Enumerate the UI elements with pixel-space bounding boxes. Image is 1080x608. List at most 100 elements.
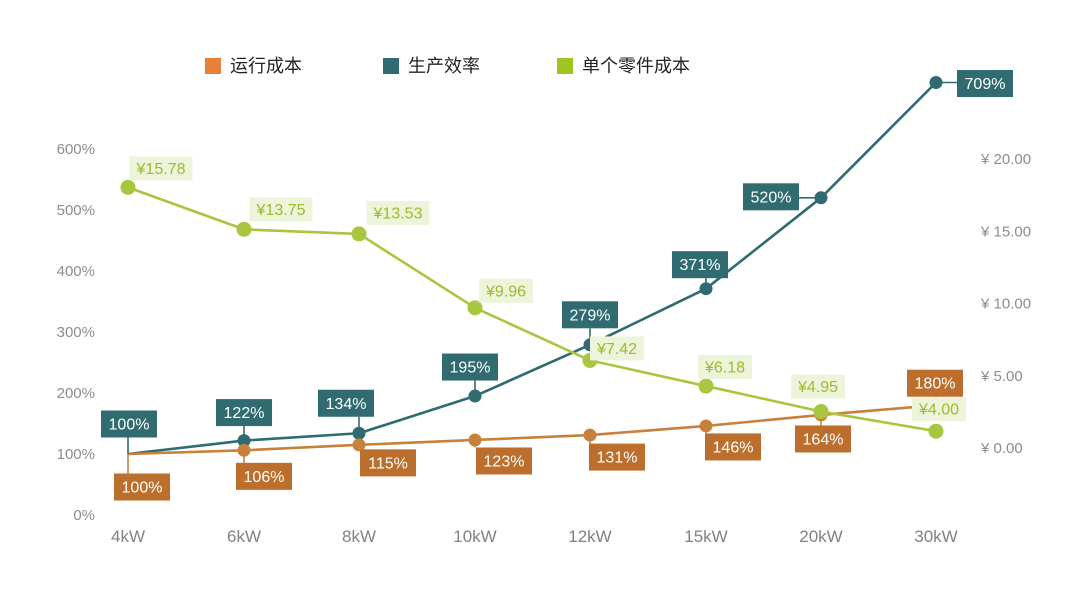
- unit-part-cost-label-text: ¥9.96: [485, 283, 526, 300]
- legend-swatch-unit-part-cost: [557, 58, 573, 74]
- operating-cost-label-8kW: 115%: [360, 449, 416, 477]
- unit-part-cost-point-30kW: [928, 423, 944, 439]
- left-axis-tick: 500%: [57, 202, 95, 219]
- operating-cost-label-text: 146%: [713, 439, 754, 456]
- operating-cost-label-box: [236, 462, 292, 490]
- legend-item-operating-cost[interactable]: 运行成本: [205, 56, 302, 76]
- production-efficiency-point-8kW: [352, 426, 366, 440]
- left-axis-tick: 200%: [57, 385, 95, 402]
- operating-cost-label-20kW: 164%: [795, 425, 851, 453]
- left-axis-tick: 0%: [73, 507, 95, 524]
- legend-item-unit-part-cost[interactable]: 单个零件成本: [557, 56, 690, 76]
- unit-part-cost-point-15kW: [698, 378, 714, 394]
- unit-part-cost-label-text: ¥4.00: [918, 402, 959, 419]
- left-axis-tick: 300%: [57, 324, 95, 341]
- unit-part-cost-point-20kW: [813, 404, 829, 420]
- unit-part-cost-label-30kW: ¥4.00: [912, 397, 966, 422]
- x-axis-label: 15kW: [684, 527, 727, 546]
- operating-cost-point-12kW: [583, 428, 597, 442]
- unit-part-cost-label-8kW: ¥13.53: [366, 200, 430, 225]
- operating-cost-label-30kW: 180%: [907, 369, 963, 397]
- operating-cost-label-12kW: 131%: [589, 443, 645, 471]
- legend-label-unit-part-cost: 单个零件成本: [582, 56, 690, 76]
- operating-cost-label-6kW: 106%: [236, 462, 292, 490]
- operating-cost-label-box: [705, 433, 761, 461]
- right-axis-tick: ¥ 20.00: [980, 151, 1031, 168]
- unit-part-cost-label-box: [791, 374, 845, 399]
- production-efficiency-label-text: 709%: [965, 76, 1006, 93]
- left-axis-tick: 600%: [57, 141, 95, 158]
- operating-cost-label-4kW: 100%: [114, 473, 170, 501]
- unit-part-cost-label-box: [912, 397, 966, 422]
- operating-cost-point-6kW: [237, 443, 251, 457]
- production-efficiency-label-box: [743, 183, 799, 211]
- operating-cost-label-text: 131%: [597, 450, 638, 467]
- x-axis-label: 8kW: [342, 527, 376, 546]
- legend-label-operating-cost: 运行成本: [230, 56, 302, 76]
- unit-part-cost-label-15kW: ¥6.18: [698, 355, 752, 380]
- operating-cost-label-box: [114, 473, 170, 501]
- unit-part-cost-label-box: [590, 336, 644, 361]
- production-efficiency-label-box: [318, 389, 374, 417]
- production-efficiency-line: [127, 81, 937, 456]
- unit-part-cost-line: [127, 186, 937, 433]
- right-axis-tick: ¥ 5.00: [980, 368, 1023, 385]
- x-axis-label: 20kW: [799, 527, 842, 546]
- production-efficiency-label-box: [957, 70, 1013, 98]
- unit-part-cost-label-text: ¥13.53: [373, 205, 423, 222]
- unit-part-cost-label-text: ¥6.18: [704, 360, 745, 377]
- production-efficiency-label-text: 371%: [680, 257, 721, 274]
- operating-cost-point-10kW: [468, 433, 482, 447]
- x-axis-label: 30kW: [914, 527, 957, 546]
- operating-cost-label-text: 123%: [484, 453, 525, 470]
- unit-part-cost-label-10kW: ¥9.96: [479, 278, 533, 303]
- right-axis-tick: ¥ 0.00: [980, 440, 1023, 457]
- operating-cost-label-box: [795, 425, 851, 453]
- operating-cost-label-10kW: 123%: [476, 447, 532, 475]
- unit-part-cost-label-box: [479, 278, 533, 303]
- x-axis-label: 12kW: [568, 527, 611, 546]
- unit-part-cost-point-10kW: [467, 300, 483, 316]
- operating-cost-line: [127, 403, 937, 456]
- production-efficiency-label-text: 134%: [326, 396, 367, 413]
- x-axis-label: 4kW: [111, 527, 145, 546]
- operating-cost-label-text: 100%: [122, 480, 163, 497]
- right-axis-tick: ¥ 15.00: [980, 223, 1031, 240]
- production-efficiency-label-box: [442, 353, 498, 381]
- production-efficiency-label-box: [101, 410, 157, 438]
- x-axis-label: 6kW: [227, 527, 261, 546]
- legend-item-production-efficiency[interactable]: 生产效率: [383, 56, 480, 76]
- x-axis-label: 10kW: [453, 527, 496, 546]
- operating-cost-label-text: 164%: [803, 431, 844, 448]
- unit-part-cost-label-20kW: ¥4.95: [791, 374, 845, 399]
- production-efficiency-point-30kW: [929, 76, 943, 90]
- unit-part-cost-label-text: ¥13.75: [256, 202, 306, 219]
- production-efficiency-label-10kW: 195%: [442, 353, 498, 381]
- production-efficiency-label-box: [216, 399, 272, 427]
- unit-part-cost-label-box: [249, 197, 313, 222]
- production-efficiency-label-30kW: 709%: [957, 70, 1013, 98]
- operating-cost-label-text: 106%: [244, 469, 285, 486]
- production-efficiency-label-text: 122%: [224, 405, 265, 422]
- operating-cost-label-text: 180%: [915, 376, 956, 393]
- production-efficiency-label-text: 520%: [751, 189, 792, 206]
- production-efficiency-label-12kW: 279%: [562, 301, 618, 329]
- production-efficiency-point-10kW: [468, 389, 482, 403]
- legend-swatch-production-efficiency: [383, 58, 399, 74]
- production-efficiency-label-4kW: 100%: [101, 410, 157, 438]
- operating-cost-label-box: [589, 443, 645, 471]
- left-axis-tick: 100%: [57, 446, 95, 463]
- production-efficiency-point-15kW: [699, 282, 713, 296]
- unit-part-cost-label-4kW: ¥15.78: [129, 156, 193, 181]
- unit-part-cost-label-box: [129, 156, 193, 181]
- operating-cost-label-15kW: 146%: [705, 433, 761, 461]
- operating-cost-label-text: 115%: [368, 455, 408, 472]
- unit-part-cost-label-text: ¥15.78: [136, 161, 186, 178]
- production-efficiency-label-8kW: 134%: [318, 389, 374, 417]
- operating-cost-point-8kW: [352, 438, 366, 452]
- left-axis-tick: 400%: [57, 263, 95, 280]
- operating-cost-label-box: [907, 369, 963, 397]
- unit-part-cost-point-4kW: [120, 179, 136, 195]
